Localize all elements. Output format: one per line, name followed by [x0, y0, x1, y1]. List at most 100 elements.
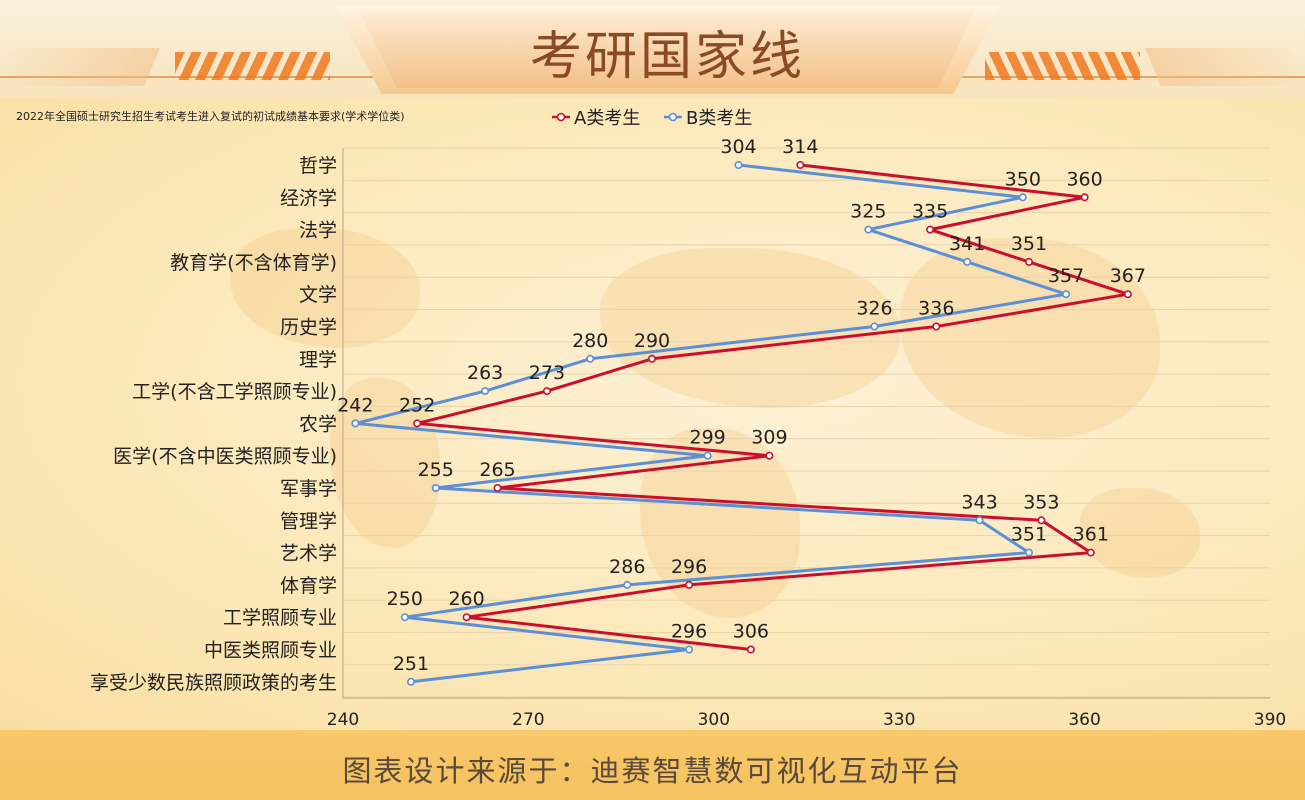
- data-point: [926, 225, 935, 234]
- series-line-a: [415, 163, 1130, 651]
- data-label: 325: [850, 201, 886, 223]
- y-tick-label: 理学: [299, 349, 337, 371]
- y-tick-label: 文学: [299, 284, 337, 306]
- data-point: [406, 677, 415, 686]
- data-point: [746, 645, 755, 654]
- data-point: [685, 580, 694, 589]
- data-point: [1018, 193, 1027, 202]
- x-tick-label: 390: [1254, 710, 1286, 730]
- data-point: [462, 613, 471, 622]
- header-decoration-left: [0, 48, 160, 86]
- y-tick-label: 工学(不含工学照顾专业): [132, 381, 337, 403]
- data-point: [1024, 548, 1033, 557]
- data-point: [685, 645, 694, 654]
- y-tick-label: 享受少数民族照顾政策的考生: [90, 672, 337, 694]
- header-stripes-right: [985, 52, 1140, 80]
- data-point: [542, 387, 551, 396]
- footer-text: 图表设计来源于：迪赛智慧数可视化互动平台: [342, 754, 963, 788]
- data-point: [932, 322, 941, 331]
- y-tick-label: 医学(不含中医类照顾专业): [113, 446, 337, 468]
- page-title: 考研国家线: [529, 27, 805, 87]
- data-point: [765, 451, 774, 460]
- data-point: [864, 225, 873, 234]
- map-decoration: [900, 238, 1160, 438]
- data-label: 357: [1048, 265, 1084, 287]
- data-label: 296: [671, 556, 707, 578]
- chart-background: [0, 98, 1305, 730]
- data-point: [963, 257, 972, 266]
- data-label: 351: [1011, 233, 1047, 255]
- data-label: 251: [393, 653, 429, 675]
- footer-bar: [0, 730, 1305, 800]
- y-tick-label: 法学: [299, 220, 337, 242]
- x-tick-label: 360: [1068, 710, 1100, 730]
- data-label: 351: [1011, 524, 1047, 546]
- data-point: [1024, 257, 1033, 266]
- y-tick-label: 管理学: [280, 510, 337, 532]
- data-point: [703, 451, 712, 460]
- data-point: [1123, 290, 1132, 299]
- data-label: 361: [1073, 524, 1109, 546]
- data-label: 306: [733, 621, 769, 643]
- x-tick-label: 240: [327, 710, 359, 730]
- data-point: [623, 580, 632, 589]
- y-tick-label: 哲学: [299, 155, 337, 177]
- data-point: [1062, 290, 1071, 299]
- data-point: [481, 387, 490, 396]
- data-label: 265: [479, 459, 515, 481]
- data-label: 326: [856, 298, 892, 320]
- y-tick-label: 农学: [299, 413, 337, 435]
- data-point: [647, 354, 656, 363]
- data-point: [870, 322, 879, 331]
- y-tick-label: 军事学: [280, 478, 337, 500]
- data-label: 314: [782, 136, 818, 158]
- data-point: [796, 161, 805, 170]
- data-label: 252: [399, 394, 435, 416]
- data-point: [1086, 548, 1095, 557]
- data-label: 353: [1023, 491, 1059, 513]
- y-tick-label: 中医类照顾专业: [204, 640, 337, 662]
- data-point: [1037, 516, 1046, 525]
- y-tick-label: 工学照顾专业: [223, 607, 337, 629]
- data-label: 250: [387, 588, 423, 610]
- data-point: [1080, 193, 1089, 202]
- data-point: [975, 516, 984, 525]
- data-label: 367: [1110, 265, 1146, 287]
- data-point: [351, 419, 360, 428]
- data-label: 263: [467, 362, 503, 384]
- x-tick-label: 330: [883, 710, 915, 730]
- legend-marker: [668, 112, 678, 122]
- y-tick-label: 历史学: [280, 317, 337, 339]
- data-label: 255: [418, 459, 454, 481]
- legend-label: A类考生: [574, 108, 640, 129]
- data-point: [400, 613, 409, 622]
- data-label: 273: [529, 362, 565, 384]
- y-tick-label: 体育学: [280, 575, 337, 597]
- y-tick-label: 经济学: [280, 187, 337, 209]
- data-point: [413, 419, 422, 428]
- x-tick-label: 270: [512, 710, 544, 730]
- data-point: [431, 483, 440, 492]
- data-label: 290: [634, 330, 670, 352]
- y-tick-label: 教育学(不含体育学): [170, 252, 337, 274]
- legend-label: B类考生: [686, 108, 752, 129]
- data-label: 296: [671, 621, 707, 643]
- data-label: 350: [1005, 168, 1041, 190]
- legend-marker: [556, 112, 566, 122]
- data-label: 341: [949, 233, 985, 255]
- data-label: 360: [1066, 168, 1102, 190]
- chart-title: 2022年全国硕士研究生招生考试考生进入复试的初试成绩基本要求(学术学位类): [16, 110, 405, 123]
- y-tick-label: 艺术学: [280, 543, 337, 565]
- data-label: 309: [751, 427, 787, 449]
- data-label: 242: [337, 394, 373, 416]
- data-label: 286: [609, 556, 645, 578]
- data-point: [586, 354, 595, 363]
- data-point: [734, 161, 743, 170]
- data-label: 260: [448, 588, 484, 610]
- x-tick-label: 300: [698, 710, 730, 730]
- data-label: 304: [720, 136, 756, 158]
- data-label: 335: [912, 201, 948, 223]
- data-label: 280: [572, 330, 608, 352]
- data-label: 343: [961, 491, 997, 513]
